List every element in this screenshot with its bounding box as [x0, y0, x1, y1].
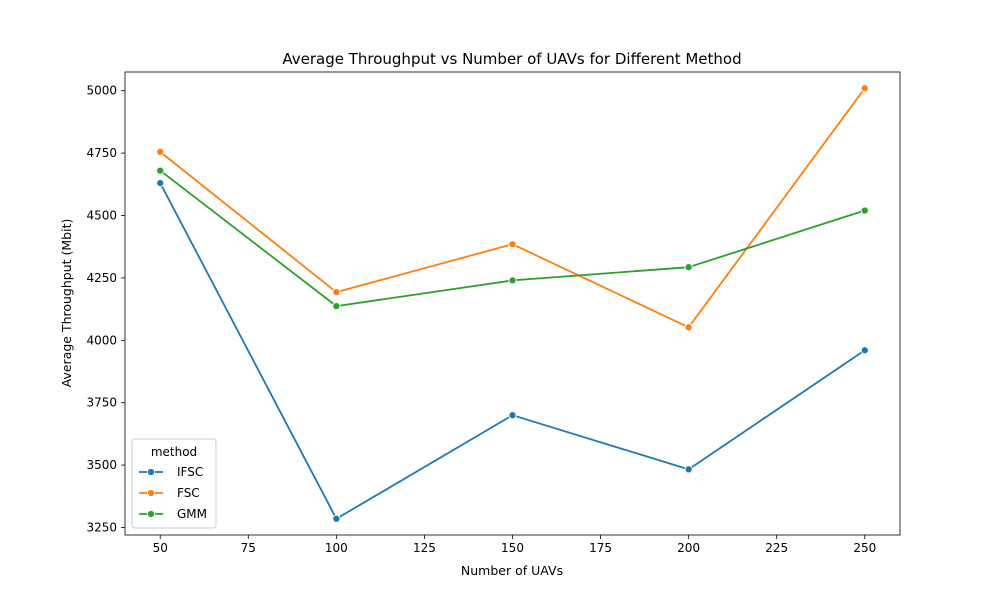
legend-entry-ifsc: IFSC: [139, 465, 203, 479]
x-axis-label: Number of UAVs: [461, 563, 563, 578]
legend-title: method: [151, 445, 197, 459]
series-layer: [156, 84, 869, 523]
data-point-fsc-200: [684, 323, 693, 332]
x-tick-label: 250: [853, 541, 876, 555]
x-tick-label: 100: [325, 541, 348, 555]
data-point-gmm-250: [860, 206, 869, 215]
legend-frame: [131, 438, 217, 529]
y-tick-label: 3750: [86, 396, 117, 410]
data-point-ifsc-100: [332, 514, 341, 523]
y-tick-label: 3250: [86, 521, 117, 535]
data-point-gmm-150: [508, 276, 517, 285]
y-axis-label: Average Throughput (Mbit): [59, 219, 74, 388]
data-point-fsc-150: [508, 240, 517, 249]
y-tick-label: 4000: [86, 333, 117, 347]
legend: method IFSC FSC GMM: [131, 438, 217, 529]
x-tick-label: 200: [677, 541, 700, 555]
y-tick-label: 5000: [86, 84, 117, 98]
data-point-fsc-50: [156, 147, 165, 156]
data-point-fsc-100: [332, 288, 341, 297]
x-tick-label: 150: [501, 541, 524, 555]
data-point-gmm-100: [332, 302, 341, 311]
chart-title: Average Throughput vs Number of UAVs for…: [282, 50, 741, 68]
y-axis: 3250 3500 3750 4000 4250 4500 4750 5000: [86, 84, 125, 535]
legend-entry-gmm: GMM: [139, 507, 207, 521]
legend-marker-ifsc: [146, 467, 156, 477]
legend-entries: IFSC FSC GMM: [139, 465, 207, 521]
data-point-ifsc-250: [860, 346, 869, 355]
legend-entry-fsc: FSC: [139, 486, 200, 500]
data-point-fsc-250: [860, 84, 869, 93]
legend-marker-fsc: [146, 488, 156, 498]
y-tick-label: 3500: [86, 458, 117, 472]
y-tick-label: 4500: [86, 209, 117, 223]
x-tick-label: 125: [413, 541, 436, 555]
legend-label-fsc: FSC: [177, 486, 200, 500]
y-tick-label: 4250: [86, 271, 117, 285]
y-tick-label: 4750: [86, 146, 117, 160]
plot-area: [125, 72, 900, 535]
legend-marker-gmm: [146, 509, 156, 519]
data-point-ifsc-150: [508, 411, 517, 420]
data-point-gmm-50: [156, 166, 165, 175]
x-tick-label: 50: [153, 541, 168, 555]
x-tick-label: 175: [589, 541, 612, 555]
x-axis: 50 75 100 125 150 175 200 225 250: [153, 535, 876, 555]
data-point-ifsc-200: [684, 465, 693, 474]
data-point-gmm-200: [684, 263, 693, 272]
legend-label-gmm: GMM: [177, 507, 207, 521]
x-tick-label: 225: [765, 541, 788, 555]
legend-label-ifsc: IFSC: [177, 465, 203, 479]
data-point-ifsc-50: [156, 179, 165, 188]
x-tick-label: 75: [241, 541, 256, 555]
